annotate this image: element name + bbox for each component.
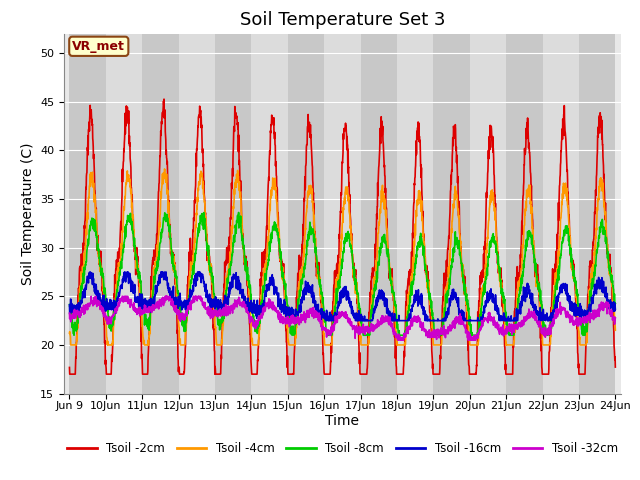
- Tsoil -4cm: [371, 283, 378, 288]
- Line: Tsoil -16cm: Tsoil -16cm: [70, 272, 615, 321]
- Tsoil -8cm: [502, 308, 509, 314]
- Bar: [579, 34, 615, 394]
- Tsoil -32cm: [394, 337, 401, 343]
- Bar: [179, 34, 215, 394]
- Tsoil -32cm: [611, 315, 619, 321]
- Tsoil -32cm: [579, 315, 587, 321]
- Tsoil -16cm: [611, 306, 619, 312]
- Tsoil -32cm: [66, 310, 74, 316]
- Bar: [324, 34, 360, 394]
- Bar: [70, 34, 106, 394]
- Tsoil -4cm: [502, 327, 509, 333]
- Tsoil -8cm: [70, 332, 78, 338]
- Tsoil -32cm: [564, 312, 572, 318]
- Bar: [543, 34, 579, 394]
- Tsoil -2cm: [611, 364, 619, 370]
- Tsoil -32cm: [502, 330, 509, 336]
- Tsoil -4cm: [579, 342, 587, 348]
- Tsoil -2cm: [66, 365, 74, 371]
- Tsoil -2cm: [218, 328, 226, 334]
- Tsoil -16cm: [371, 310, 378, 315]
- Bar: [433, 34, 470, 394]
- Tsoil -16cm: [579, 311, 587, 316]
- X-axis label: Time: Time: [325, 414, 360, 428]
- Tsoil -8cm: [371, 285, 378, 291]
- Tsoil -8cm: [218, 315, 226, 321]
- Tsoil -16cm: [121, 269, 129, 275]
- Tsoil -2cm: [502, 367, 509, 372]
- Bar: [506, 34, 543, 394]
- Tsoil -2cm: [160, 96, 168, 102]
- Tsoil -32cm: [218, 312, 226, 317]
- Tsoil -16cm: [564, 297, 572, 303]
- Tsoil -8cm: [564, 230, 572, 236]
- Line: Tsoil -32cm: Tsoil -32cm: [70, 296, 615, 340]
- Legend: Tsoil -2cm, Tsoil -4cm, Tsoil -8cm, Tsoil -16cm, Tsoil -32cm: Tsoil -2cm, Tsoil -4cm, Tsoil -8cm, Tsoi…: [63, 437, 622, 460]
- Bar: [470, 34, 506, 394]
- Tsoil -4cm: [66, 330, 74, 336]
- Tsoil -8cm: [235, 210, 243, 216]
- Tsoil -8cm: [611, 300, 619, 306]
- Line: Tsoil -8cm: Tsoil -8cm: [70, 213, 615, 335]
- Line: Tsoil -4cm: Tsoil -4cm: [70, 169, 615, 345]
- Tsoil -2cm: [579, 371, 587, 377]
- Tsoil -2cm: [564, 177, 572, 182]
- Tsoil -4cm: [611, 327, 619, 333]
- Tsoil -4cm: [67, 342, 75, 348]
- Tsoil -8cm: [66, 302, 74, 308]
- Tsoil -8cm: [579, 320, 587, 325]
- Tsoil -2cm: [66, 371, 74, 377]
- Bar: [288, 34, 324, 394]
- Bar: [142, 34, 179, 394]
- Line: Tsoil -2cm: Tsoil -2cm: [70, 99, 615, 374]
- Tsoil -8cm: [358, 325, 366, 331]
- Tsoil -16cm: [218, 307, 226, 312]
- Bar: [397, 34, 433, 394]
- Text: VR_met: VR_met: [72, 40, 125, 53]
- Bar: [215, 34, 252, 394]
- Title: Soil Temperature Set 3: Soil Temperature Set 3: [239, 11, 445, 29]
- Tsoil -4cm: [218, 334, 226, 339]
- Tsoil -2cm: [371, 267, 378, 273]
- Tsoil -16cm: [291, 318, 299, 324]
- Tsoil -4cm: [358, 342, 366, 348]
- Tsoil -16cm: [502, 318, 509, 324]
- Bar: [360, 34, 397, 394]
- Tsoil -32cm: [371, 325, 378, 331]
- Bar: [252, 34, 288, 394]
- Tsoil -32cm: [358, 327, 366, 333]
- Y-axis label: Soil Temperature (C): Soil Temperature (C): [20, 143, 35, 285]
- Bar: [106, 34, 142, 394]
- Tsoil -32cm: [88, 293, 95, 299]
- Tsoil -2cm: [358, 371, 366, 377]
- Tsoil -4cm: [564, 202, 572, 207]
- Tsoil -16cm: [66, 302, 74, 308]
- Tsoil -16cm: [358, 318, 366, 324]
- Tsoil -4cm: [161, 166, 168, 172]
